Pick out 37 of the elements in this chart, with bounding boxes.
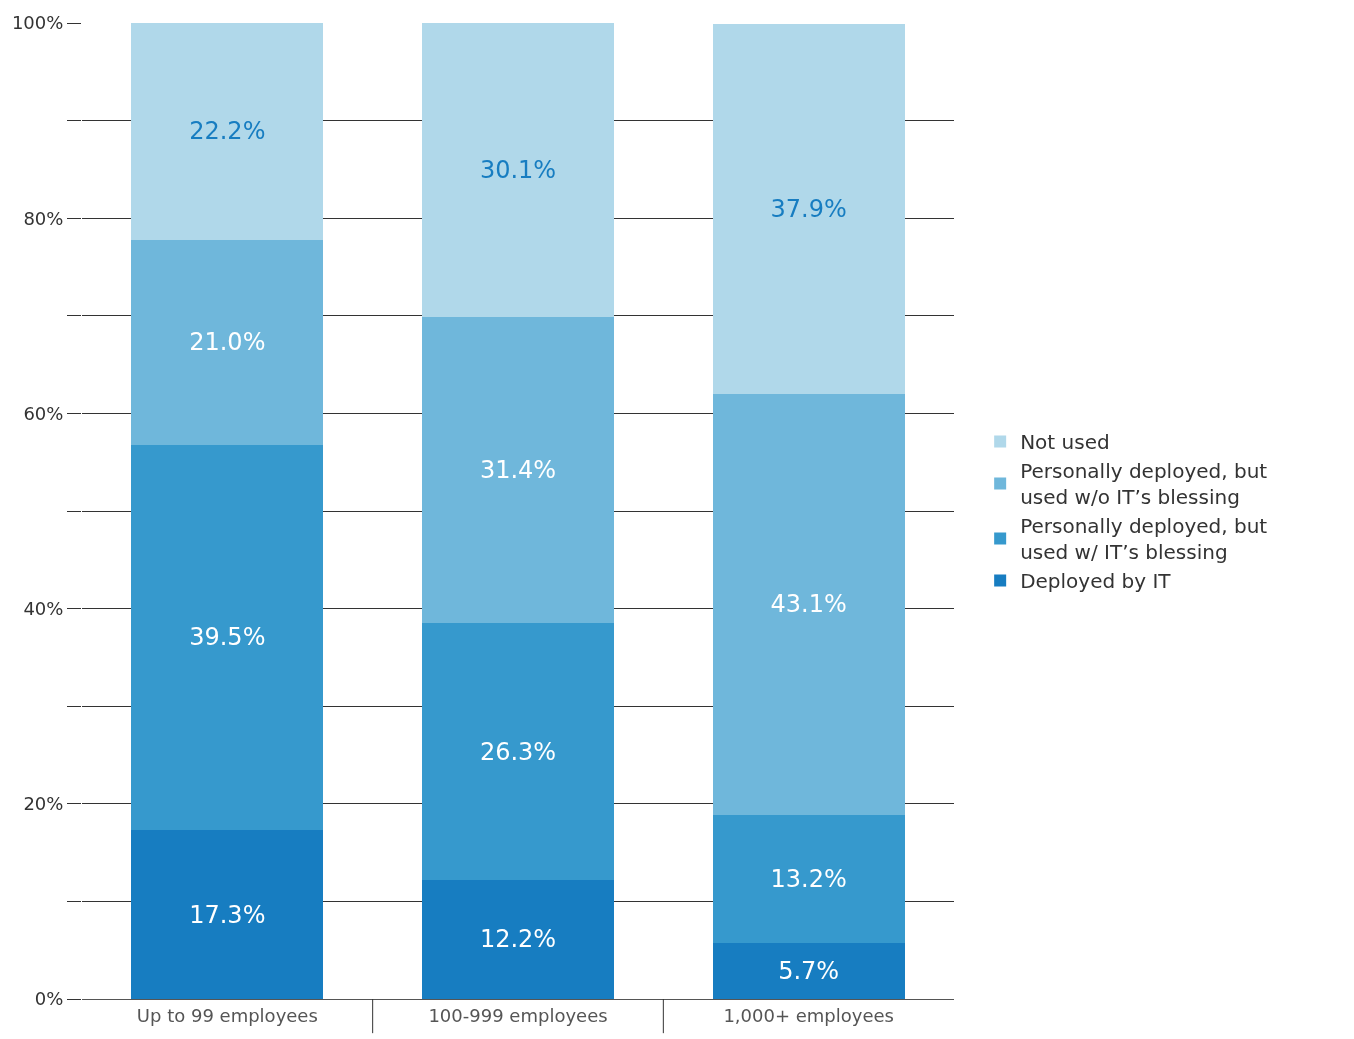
data-label: 12.2% xyxy=(479,925,557,954)
bar xyxy=(712,814,905,944)
data-label: 43.1% xyxy=(770,590,847,619)
x-tick-label: 1,000+ employees xyxy=(723,1004,894,1026)
bar xyxy=(422,879,614,999)
data-label: 26.3% xyxy=(479,737,557,766)
y-tick-label: 40% xyxy=(23,597,64,619)
y-tick-label: 60% xyxy=(23,402,64,424)
data-label: 31.4% xyxy=(479,456,557,485)
legend-label: Personally deployed, but used w/ IT’s blessing xyxy=(1020,514,1268,565)
bar xyxy=(712,943,905,999)
legend-label: Not used xyxy=(1020,430,1110,455)
bar xyxy=(131,23,324,240)
data-label: 30.1% xyxy=(479,155,557,184)
data-label: 13.2% xyxy=(770,864,847,893)
legend-label: Personally deployed, but used w/o IT’s blessing xyxy=(1020,459,1268,510)
y-tick-label: 80% xyxy=(23,207,64,229)
bar xyxy=(422,316,614,624)
x-tick-label: 100-999 employees xyxy=(428,1004,608,1026)
data-label: 39.5% xyxy=(189,623,266,652)
y-tick-label: 20% xyxy=(23,793,64,815)
bar xyxy=(712,23,905,394)
data-label: 37.9% xyxy=(770,194,847,223)
x-tick-label: Up to 99 employees xyxy=(136,1004,318,1026)
legend-label: Deployed by IT xyxy=(1020,569,1172,594)
data-label: 21.0% xyxy=(189,328,266,357)
bar xyxy=(131,830,324,999)
bar xyxy=(131,239,324,445)
data-label: 22.2% xyxy=(189,117,266,146)
y-tick-label: 100% xyxy=(11,12,64,34)
data-label: 17.3% xyxy=(189,900,266,929)
bar xyxy=(712,393,905,815)
y-tick-label: 0% xyxy=(34,988,64,1010)
data-label: 5.7% xyxy=(778,957,840,986)
bar xyxy=(422,623,614,880)
bar xyxy=(422,23,614,317)
bar xyxy=(131,444,324,831)
